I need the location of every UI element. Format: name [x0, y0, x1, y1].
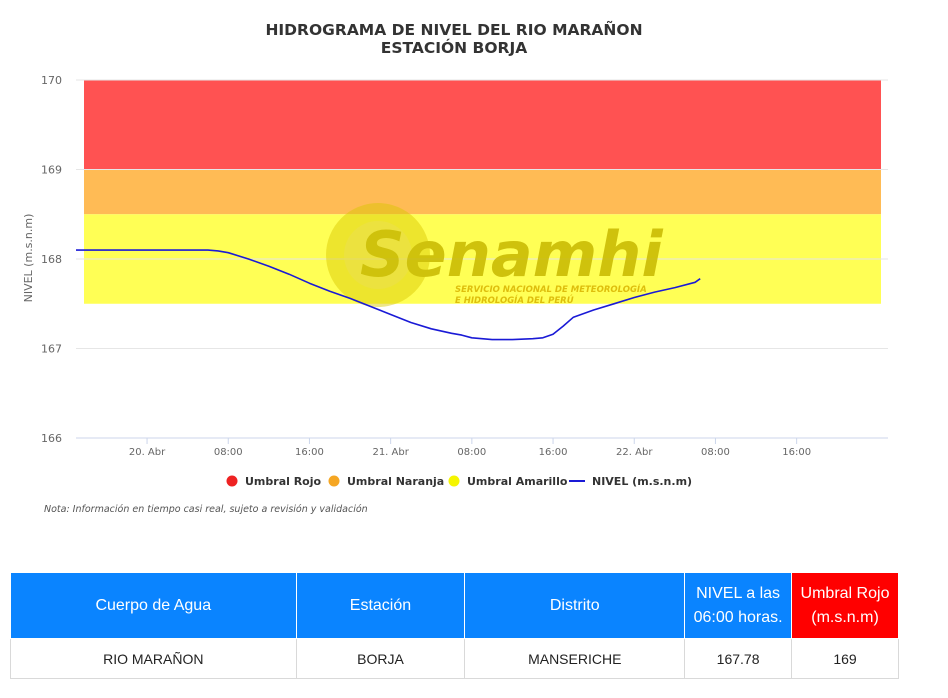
- legend-label: Umbral Naranja: [347, 475, 444, 488]
- x-tick-label: 16:00: [782, 447, 811, 458]
- hydrograph-chart: HIDROGRAMA DE NIVEL DEL RIO MARAÑON ESTA…: [22, 20, 888, 515]
- legend-marker: [328, 475, 340, 487]
- chart-title-line-2: ESTACIÓN BORJA: [381, 38, 528, 57]
- cell-cuerpo-de-agua: RIO MARAÑON: [10, 638, 297, 679]
- chart-title-line-1: HIDROGRAMA DE NIVEL DEL RIO MARAÑON: [265, 20, 642, 39]
- header-cuerpo-de-agua: Cuerpo de Agua: [10, 572, 297, 639]
- cell-estacion: BORJA: [295, 638, 466, 679]
- x-tick-label: 16:00: [295, 447, 324, 458]
- y-tick-label: 169: [41, 164, 62, 177]
- x-tick-label: 08:00: [701, 447, 730, 458]
- series-line-nivel: [76, 249, 701, 341]
- x-tick-label: 22. Abr: [616, 447, 653, 458]
- chart-note: Nota: Información en tiempo casi real, s…: [44, 504, 368, 515]
- x-tick-label: 16:00: [539, 447, 568, 458]
- header-estacion: Estación: [295, 572, 466, 639]
- legend-label: Umbral Rojo: [245, 475, 322, 488]
- x-tick-label: 08:00: [457, 447, 486, 458]
- cell-nivel: 167.78: [684, 638, 793, 679]
- legend-marker: [448, 475, 460, 487]
- station-summary-table: Cuerpo de Agua Estación Distrito NIVEL a…: [10, 572, 899, 679]
- legend-item[interactable]: NIVEL (m.s.n.m): [569, 475, 692, 488]
- legend-marker: [226, 475, 238, 487]
- y-axis: 166 167 168 169 170: [41, 74, 62, 445]
- watermark-subtitle-2: E HIDROLOGÍA DEL PERÚ: [455, 294, 574, 306]
- y-tick-label: 170: [41, 74, 62, 87]
- cell-umbral-rojo: 169: [791, 638, 899, 679]
- y-tick-label: 166: [41, 432, 62, 445]
- table-row: RIO MARAÑON BORJA MANSERICHE 167.78 169: [10, 638, 899, 679]
- threshold-band-1: [84, 169, 881, 215]
- legend-item[interactable]: Umbral Rojo: [226, 475, 322, 488]
- y-tick-label: 167: [41, 343, 62, 356]
- series-layer: [76, 249, 701, 341]
- legend-label: NIVEL (m.s.n.m): [592, 475, 692, 488]
- header-nivel: NIVEL a las 06:00 horas.: [684, 572, 793, 639]
- watermark-subtitle-1: SERVICIO NACIONAL DE METEOROLOGÍA: [455, 283, 647, 295]
- legend: Umbral Rojo Umbral Naranja Umbral Amarillo…: [226, 475, 692, 488]
- header-umbral-rojo: Umbral Rojo (m.s.n.m): [791, 572, 899, 639]
- legend-item[interactable]: Umbral Naranja: [328, 475, 445, 488]
- watermark-name: Senamhi: [360, 218, 663, 291]
- sun-logo-icon: [326, 203, 430, 307]
- legend-item[interactable]: Umbral Amarillo: [448, 475, 568, 488]
- x-tick-label: 20. Abr: [129, 447, 166, 458]
- header-distrito: Distrito: [464, 572, 686, 639]
- legend-label: Umbral Amarillo: [467, 475, 568, 488]
- y-axis-label: NIVEL (m.s.n.m): [22, 214, 35, 303]
- cell-distrito: MANSERICHE: [464, 638, 686, 679]
- senamhi-watermark: Senamhi SERVICIO NACIONAL DE METEOROLOGÍ…: [326, 203, 663, 307]
- y-tick-label: 168: [41, 253, 62, 266]
- table-header-row: Cuerpo de Agua Estación Distrito NIVEL a…: [10, 572, 899, 639]
- x-axis: 20. Abr 08:00 16:00 21. Abr 08:00 16:00 22. Ab…: [76, 437, 888, 458]
- x-tick-label: 08:00: [214, 447, 243, 458]
- x-tick-label: 21. Abr: [372, 447, 409, 458]
- threshold-band-0: [84, 80, 881, 170]
